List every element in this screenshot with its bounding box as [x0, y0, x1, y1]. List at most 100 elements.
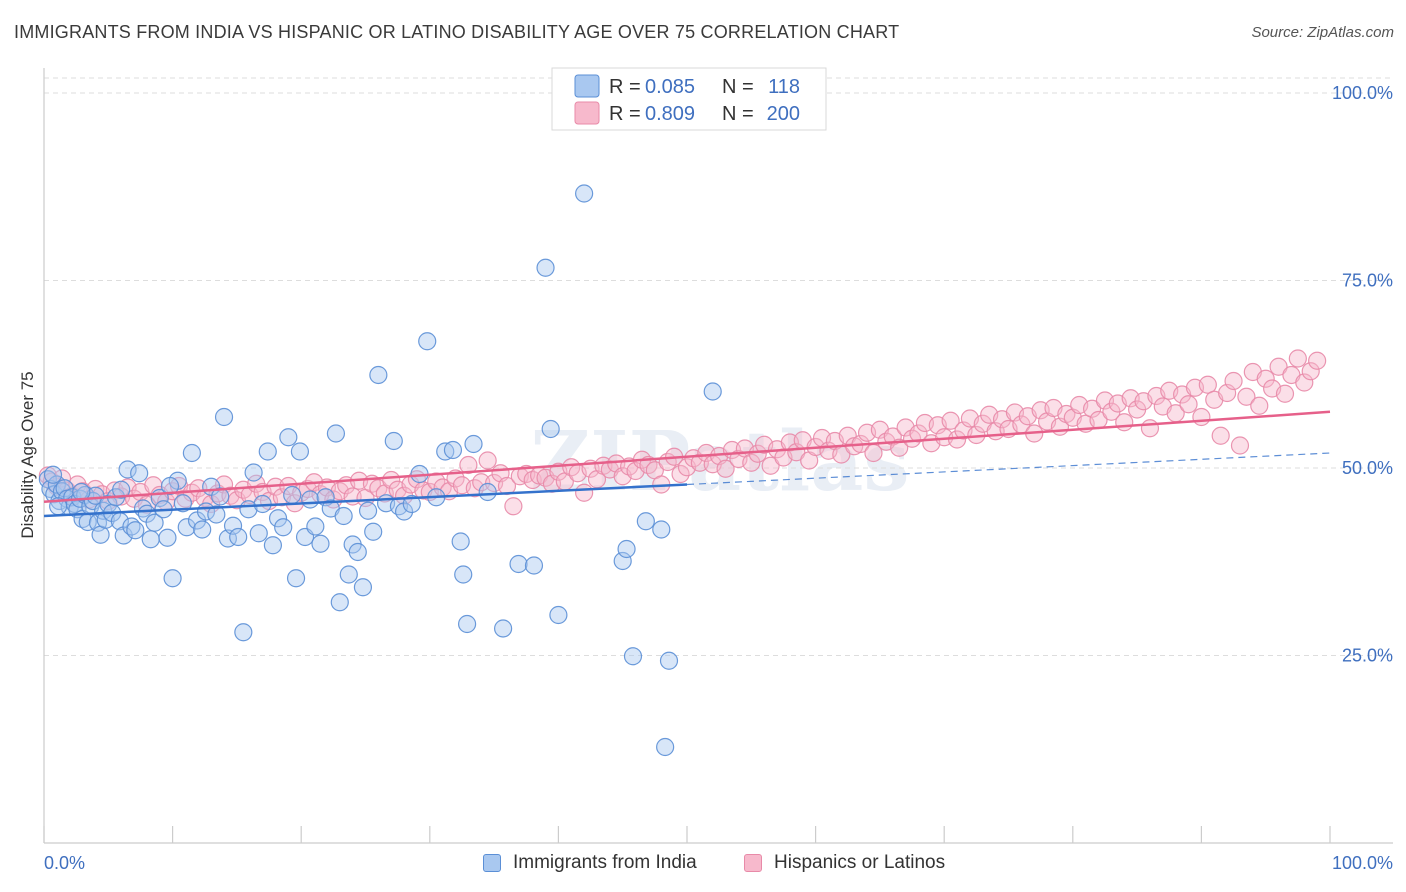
legend-swatch-hispanic: [744, 854, 762, 872]
india-point: [96, 510, 115, 529]
india-point: [418, 332, 437, 351]
hispanic-point: [1295, 373, 1314, 392]
hispanic-point: [1082, 399, 1102, 418]
hispanic-point: [1288, 349, 1307, 368]
india-point: [160, 476, 180, 496]
india-point: [364, 522, 383, 541]
india-point: [443, 440, 463, 460]
legend-swatch-india: [483, 854, 501, 872]
india-point: [353, 578, 373, 597]
india-point: [214, 407, 234, 427]
india-point: [286, 569, 306, 588]
hispanic-point: [1179, 395, 1198, 414]
hispanic-point: [748, 444, 767, 463]
india-point: [478, 482, 497, 502]
india-point: [623, 647, 643, 666]
hispanic-point: [382, 470, 401, 490]
india-point: [268, 509, 288, 528]
india-point: [394, 502, 414, 521]
india-point: [207, 505, 226, 524]
y-axis-label: Disability Age Over 75: [18, 371, 37, 538]
hispanic-trend-line: [43, 410, 1331, 503]
india-point: [130, 464, 149, 483]
india-point: [118, 460, 137, 479]
source-label: Source: ZipAtlas.com: [1251, 24, 1394, 41]
hispanic-point: [1275, 384, 1295, 403]
hispanic-point: [1211, 426, 1230, 445]
y-tick-label: 75.0%: [1342, 271, 1393, 291]
legend-n-value-blue: 118: [768, 76, 800, 98]
india-point: [223, 516, 243, 535]
india-point: [86, 486, 105, 505]
india-point: [613, 551, 632, 571]
legend-r-value-pink: 0.809: [645, 103, 695, 125]
india-point: [536, 258, 555, 277]
grid-lines: [44, 77, 1393, 656]
x-tick-label-max: 100.0%: [1332, 853, 1393, 873]
hispanic-point: [941, 411, 960, 430]
india-point: [158, 528, 177, 547]
hispanic-point: [1198, 375, 1217, 394]
hispanic-point: [1237, 387, 1256, 406]
india-point: [656, 737, 675, 757]
india-point: [263, 536, 283, 555]
india-point: [145, 513, 164, 532]
y-tick-label: 50.0%: [1342, 458, 1393, 478]
india-point: [112, 480, 131, 499]
y-tick-label: 100.0%: [1332, 83, 1393, 103]
india-point: [541, 419, 560, 439]
hispanic-point: [575, 483, 594, 502]
india-point: [659, 651, 679, 670]
india-point: [177, 518, 196, 537]
india-trend-line: [43, 483, 688, 518]
india-point: [358, 501, 378, 520]
india-point: [211, 487, 230, 506]
legend-n-value-pink: 200: [767, 103, 800, 125]
hispanic-point: [909, 424, 928, 443]
india-point: [43, 465, 63, 484]
hispanic-point: [1140, 419, 1160, 438]
hispanic-point: [472, 473, 491, 492]
india-point: [330, 593, 349, 612]
legend-box: R = 0.085 N = 118 R = 0.809 N = 200: [551, 67, 827, 131]
legend-r-label: R =: [609, 76, 641, 98]
trend-lines: [43, 410, 1331, 518]
legend-label-india: Immigrants from India: [513, 852, 697, 873]
hispanic-point: [1192, 407, 1211, 427]
india-point: [636, 512, 655, 531]
india-point: [163, 569, 182, 588]
india-point: [464, 434, 483, 454]
india-point: [193, 520, 212, 539]
india-point: [290, 442, 310, 461]
hispanic-point: [1269, 357, 1288, 376]
india-point: [306, 517, 325, 536]
legend-r-value-blue: 0.085: [645, 76, 695, 98]
hispanic-point: [761, 456, 780, 475]
india-point: [509, 554, 528, 574]
hispanic-point: [1308, 351, 1327, 370]
india-point: [494, 619, 513, 638]
india-point: [575, 184, 594, 203]
india-point: [617, 539, 636, 559]
india-point: [301, 490, 320, 509]
india-point: [279, 428, 298, 447]
india-point: [436, 442, 455, 461]
hispanic-point: [1301, 362, 1320, 381]
legend-item-india: Immigrants from India: [483, 852, 697, 874]
hispanic-point: [1250, 396, 1269, 415]
legend-r-label: R =: [609, 103, 641, 125]
india-point: [258, 442, 277, 461]
hispanic-point: [1256, 369, 1275, 388]
india-point: [326, 424, 346, 443]
india-point: [229, 527, 248, 547]
india-point: [141, 530, 160, 549]
india-point: [384, 431, 403, 451]
india-point: [311, 534, 330, 553]
legend-n-label: N =: [722, 76, 754, 98]
india-point: [703, 382, 722, 401]
india-point: [457, 614, 477, 634]
india-point: [652, 520, 671, 539]
chart-title: IMMIGRANTS FROM INDIA VS HISPANIC OR LAT…: [14, 22, 900, 42]
india-point: [249, 524, 268, 543]
hispanic-point: [1224, 371, 1243, 391]
